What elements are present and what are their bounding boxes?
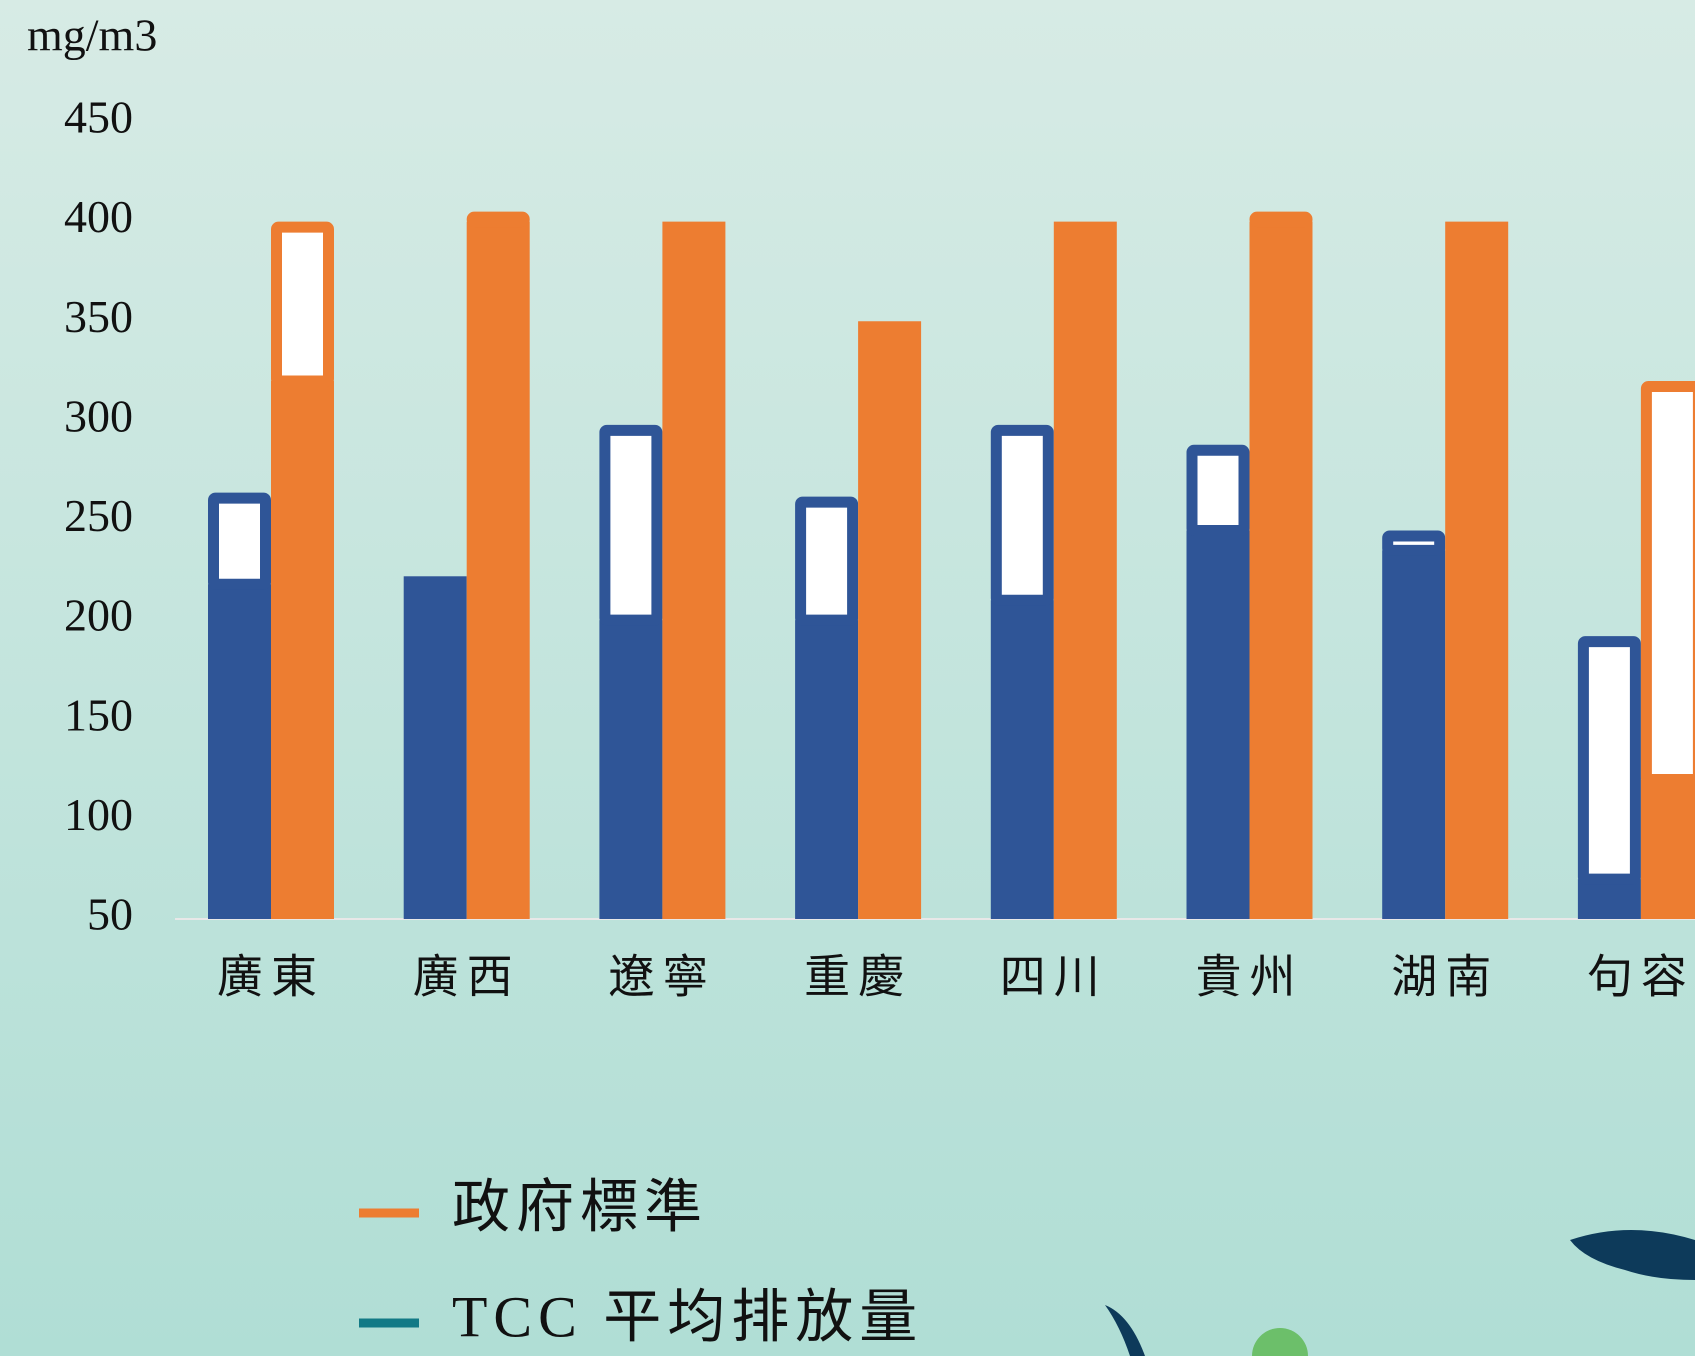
x-tick-label: 四川	[1000, 952, 1108, 1003]
y-tick-label: 400	[64, 191, 133, 242]
range-box	[1388, 536, 1440, 550]
x-tick-label: 貴州	[1196, 952, 1304, 1003]
y-tick-label: 50	[87, 889, 133, 940]
range-box	[1255, 217, 1307, 221]
x-tick-label: 句容	[1587, 952, 1695, 1003]
chart: mg/m3 50 100 150 200 250 300 350 400 450 廣東 廣西 遼寧 重慶…	[0, 0, 1695, 1356]
bar	[795, 620, 858, 919]
range-box	[1192, 450, 1244, 530]
bar	[1250, 222, 1313, 919]
page: mg/m3 50 100 150 200 250 300 350 400 450 廣東 廣西 遼寧 重慶…	[0, 0, 1695, 1356]
bar	[467, 222, 530, 919]
y-tick-label: 300	[64, 390, 133, 441]
range-box	[214, 498, 266, 584]
y-tick-label: 200	[64, 590, 133, 641]
y-tick-label: 100	[64, 789, 133, 840]
bar	[1578, 879, 1641, 919]
x-tick-label: 廣西	[413, 952, 521, 1003]
decoration	[1570, 1230, 1695, 1280]
bar	[404, 576, 467, 919]
bar	[1187, 530, 1250, 919]
bar	[1054, 222, 1117, 919]
range-box	[801, 502, 853, 620]
y-tick-label: 350	[64, 291, 133, 342]
bar	[991, 600, 1054, 919]
y-tick-label: 450	[64, 92, 133, 143]
x-tick-label: 遼寧	[608, 952, 716, 1003]
range-box	[472, 217, 524, 221]
y-tick-label: 150	[64, 689, 133, 740]
y-axis-label: mg/m3	[27, 10, 157, 61]
bar	[1445, 222, 1508, 919]
range-box	[996, 430, 1048, 600]
range-box	[277, 227, 329, 381]
bar	[662, 222, 725, 919]
legend-label: TCC 平均排放量	[452, 1284, 923, 1349]
bar	[599, 620, 662, 919]
bar	[858, 321, 921, 919]
range-box	[605, 430, 657, 620]
x-tick-label: 湖南	[1391, 952, 1499, 1003]
decoration	[1105, 1305, 1145, 1356]
bar	[271, 381, 334, 919]
y-tick-label: 250	[64, 490, 133, 541]
range-box	[1583, 642, 1635, 880]
x-tick-label: 廣東	[217, 952, 325, 1003]
bar	[208, 584, 271, 919]
bar	[1382, 550, 1445, 919]
bar	[1641, 780, 1695, 919]
decoration	[1252, 1328, 1308, 1356]
range-box	[1646, 387, 1695, 780]
legend-label: 政府標準	[452, 1174, 708, 1239]
x-tick-label: 重慶	[804, 952, 912, 1003]
